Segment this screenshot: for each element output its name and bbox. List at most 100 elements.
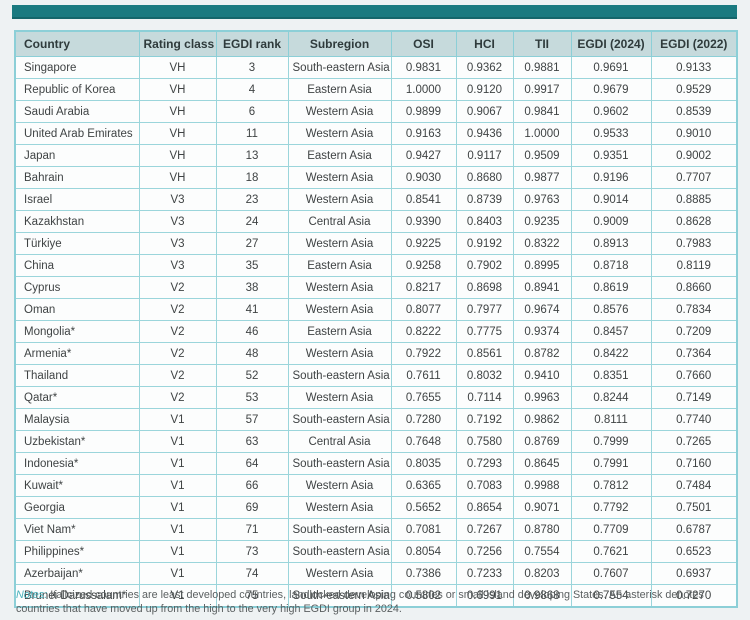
column-header: OSI xyxy=(390,30,457,57)
notes-label: Notes: xyxy=(16,589,48,601)
table-cell: 0.7812 xyxy=(570,474,652,497)
table-cell: 0.8539 xyxy=(650,100,738,123)
table-cell: 1.0000 xyxy=(390,78,457,101)
table-cell: 0.8782 xyxy=(512,342,572,365)
table-row: China V3 35 Eastern Asia 0.9258 0.7902 0.8995 0… xyxy=(14,254,738,277)
column-header: HCI xyxy=(455,30,514,57)
country-cell: Brunei Darussalam* xyxy=(14,584,140,608)
decorative-teal-bar xyxy=(12,5,737,19)
table-cell: 0.9117 xyxy=(455,144,514,167)
table-cell: 0.9235 xyxy=(512,210,572,233)
table-cell: 66 xyxy=(215,474,289,497)
table-cell: 0.9014 xyxy=(570,188,652,211)
table-row: Viet Nam* V1 71 South-eastern Asia 0.7081 0.7… xyxy=(14,518,738,541)
table-cell: 0.8995 xyxy=(512,254,572,277)
table-row: Bahrain VH 18 Western Asia 0.9030 0.8680 0.987… xyxy=(14,166,738,189)
table-cell: 0.9862 xyxy=(512,408,572,431)
table-cell: 27 xyxy=(215,232,289,255)
table-cell: South-eastern Asia xyxy=(287,584,392,608)
table-cell: 0.9067 xyxy=(455,100,514,123)
country-cell: Türkiye xyxy=(14,232,140,255)
table-cell: 0.9877 xyxy=(512,166,572,189)
table-cell: 0.7580 xyxy=(455,430,514,453)
table-cell: 0.8111 xyxy=(570,408,652,431)
table-row: Thailand V2 52 South-eastern Asia 0.7611 0.80… xyxy=(14,364,738,387)
country-cell: Mongolia* xyxy=(14,320,140,343)
country-cell: Malaysia xyxy=(14,408,140,431)
table-cell: Western Asia xyxy=(287,232,392,255)
table-cell: South-eastern Asia xyxy=(287,540,392,563)
country-cell: Kazakhstan xyxy=(14,210,140,233)
table-cell: 0.7977 xyxy=(455,298,514,321)
table-cell: 0.7554 xyxy=(570,584,652,608)
table-cell: 0.9071 xyxy=(512,496,572,519)
table-row: Malaysia V1 57 South-eastern Asia 0.7280 0.71… xyxy=(14,408,738,431)
table-cell: 0.7660 xyxy=(650,364,738,387)
table-cell: 0.7081 xyxy=(390,518,457,541)
table-row: Uzbekistan* V1 63 Central Asia 0.7648 0.7580 0… xyxy=(14,430,738,453)
table-cell: 0.9917 xyxy=(512,78,572,101)
table-cell: 0.6991 xyxy=(455,584,514,608)
table-cell: 64 xyxy=(215,452,289,475)
table-cell: 0.9225 xyxy=(390,232,457,255)
table-cell: Western Asia xyxy=(287,562,392,585)
table-cell: 0.9841 xyxy=(512,100,572,123)
table-cell: 0.7999 xyxy=(570,430,652,453)
table-cell: 0.8913 xyxy=(570,232,652,255)
table-cell: 0.8698 xyxy=(455,276,514,299)
table-row: Japan VH 13 Eastern Asia 0.9427 0.9117 0.9509 0… xyxy=(14,144,738,167)
table-cell: Eastern Asia xyxy=(287,254,392,277)
country-cell: Oman xyxy=(14,298,140,321)
table-cell: 13 xyxy=(215,144,289,167)
table-cell: 0.7648 xyxy=(390,430,457,453)
table-cell: 73 xyxy=(215,540,289,563)
table-cell: 0.7611 xyxy=(390,364,457,387)
table-cell: V1 xyxy=(138,562,217,585)
table-cell: 1.0000 xyxy=(512,122,572,145)
header-row: Country Rating class EGDI rank Subregion OSI… xyxy=(14,30,738,57)
table-cell: 0.7902 xyxy=(455,254,514,277)
country-cell: Bahrain xyxy=(14,166,140,189)
table-cell: Western Asia xyxy=(287,276,392,299)
table-cell: 3 xyxy=(215,56,289,79)
table-cell: 0.7386 xyxy=(390,562,457,585)
country-cell: Thailand xyxy=(14,364,140,387)
table-cell: 0.5802 xyxy=(390,584,457,608)
table-cell: 0.9436 xyxy=(455,122,514,145)
table-cell: 0.7364 xyxy=(650,342,738,365)
table-cell: 0.9196 xyxy=(570,166,652,189)
table-cell: VH xyxy=(138,166,217,189)
table-cell: 0.6523 xyxy=(650,540,738,563)
table-cell: Western Asia xyxy=(287,100,392,123)
table-cell: 0.7265 xyxy=(650,430,738,453)
table-cell: 0.9120 xyxy=(455,78,514,101)
table-cell: 0.7655 xyxy=(390,386,457,409)
table-cell: 0.9258 xyxy=(390,254,457,277)
table-cell: V2 xyxy=(138,386,217,409)
table-cell: Eastern Asia xyxy=(287,320,392,343)
table-row: Philippines* V1 73 South-eastern Asia 0.8054… xyxy=(14,540,738,563)
table-cell: 0.7621 xyxy=(570,540,652,563)
table-cell: 0.7501 xyxy=(650,496,738,519)
table-row: Türkiye V3 27 Western Asia 0.9225 0.9192 0.832… xyxy=(14,232,738,255)
country-cell: Armenia* xyxy=(14,342,140,365)
table-notes: Notes: Italicized countries are least de… xyxy=(16,588,734,617)
table-cell: 0.9427 xyxy=(390,144,457,167)
table-cell: 0.6365 xyxy=(390,474,457,497)
table-cell: Western Asia xyxy=(287,342,392,365)
table-cell: 0.7267 xyxy=(455,518,514,541)
country-cell: China xyxy=(14,254,140,277)
table-row: Azerbaijan* V1 74 Western Asia 0.7386 0.7233 0… xyxy=(14,562,738,585)
table-cell: Western Asia xyxy=(287,386,392,409)
table-cell: 69 xyxy=(215,496,289,519)
table-cell: 0.8119 xyxy=(650,254,738,277)
country-cell: Japan xyxy=(14,144,140,167)
table-cell: 0.8660 xyxy=(650,276,738,299)
table-cell: 0.8628 xyxy=(650,210,738,233)
table-cell: 0.9009 xyxy=(570,210,652,233)
egdi-table: Country Rating class EGDI rank Subregion OSI… xyxy=(14,30,738,608)
table-cell: 23 xyxy=(215,188,289,211)
country-cell: Georgia xyxy=(14,496,140,519)
table-cell: 74 xyxy=(215,562,289,585)
